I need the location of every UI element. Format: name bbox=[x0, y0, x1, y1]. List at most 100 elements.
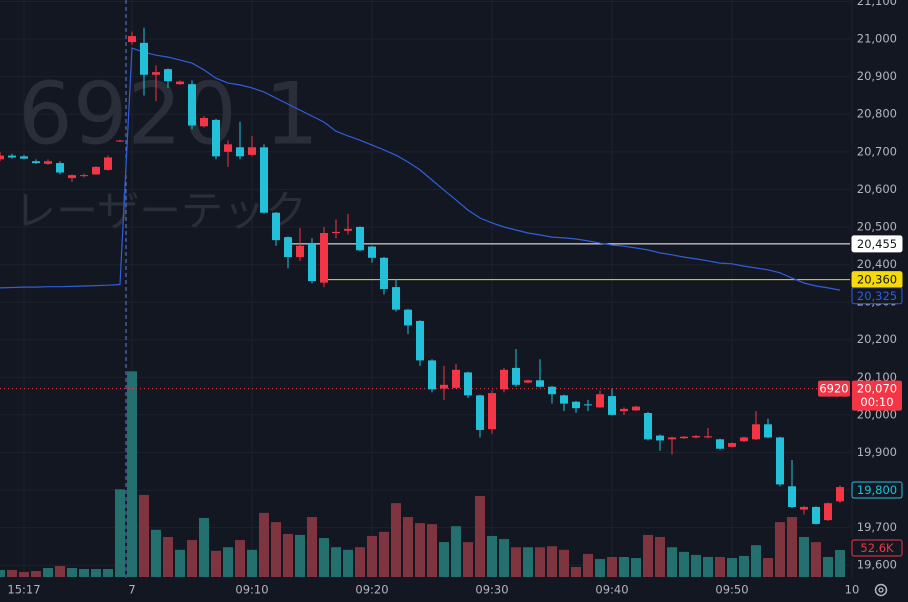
reference-symbol-box bbox=[818, 380, 850, 397]
volume-bar bbox=[595, 559, 605, 577]
candle-body bbox=[284, 237, 292, 258]
y-tick-label: 20,200 bbox=[857, 332, 897, 346]
candle-body bbox=[536, 380, 544, 387]
volume-bar bbox=[619, 556, 629, 577]
volume-bar bbox=[631, 558, 641, 577]
hline-label: 20,360 bbox=[857, 273, 897, 287]
y-tick-label: 20,100 bbox=[857, 370, 897, 384]
volume-bar bbox=[427, 524, 437, 577]
candle-body bbox=[704, 436, 712, 438]
volume-bar bbox=[643, 534, 653, 577]
candle-body bbox=[668, 437, 676, 440]
settings-icon[interactable] bbox=[874, 583, 888, 597]
volume-bar bbox=[319, 538, 329, 577]
price-axis: 19,600 19,700 19,800 19,900 20,000 20,100 20,2… bbox=[818, 0, 903, 572]
y-tick-label: 20,800 bbox=[857, 107, 897, 121]
volume-bar bbox=[211, 550, 221, 577]
y-tick-label: 19,700 bbox=[857, 520, 897, 534]
volume-bar bbox=[139, 494, 149, 577]
candle-body bbox=[764, 424, 772, 438]
candle-body bbox=[596, 394, 604, 408]
candle-body bbox=[56, 163, 64, 173]
volume-bar bbox=[19, 571, 29, 577]
plot bbox=[0, 27, 850, 577]
candle-body bbox=[260, 147, 268, 213]
candle-body bbox=[716, 439, 724, 449]
volume-bar bbox=[379, 531, 389, 577]
volume-bar bbox=[151, 529, 161, 577]
candle-body bbox=[104, 157, 112, 170]
last-price-label: 19,800 bbox=[857, 483, 897, 497]
candle-body bbox=[368, 246, 376, 258]
volume-bar bbox=[499, 539, 509, 577]
volume-bar bbox=[355, 547, 365, 577]
volume-bar bbox=[31, 570, 41, 577]
volume-bar bbox=[799, 536, 809, 577]
volume-bar bbox=[403, 516, 413, 577]
candle-body bbox=[500, 369, 508, 390]
x-tick-label: 7 bbox=[128, 583, 135, 597]
y-tick-label: 20,600 bbox=[857, 182, 897, 196]
candle-body bbox=[32, 161, 40, 164]
candle-body bbox=[392, 287, 400, 310]
volume-bar bbox=[835, 550, 845, 577]
volume-bar bbox=[163, 536, 173, 577]
candle-body bbox=[740, 437, 748, 442]
ma-label: 20,325 bbox=[857, 289, 897, 303]
volume-bar bbox=[295, 534, 305, 577]
volume-bar bbox=[691, 554, 701, 577]
x-tick-label: 09:10 bbox=[235, 583, 268, 597]
volume-bar bbox=[787, 516, 797, 577]
candle-body bbox=[824, 503, 832, 521]
candle-body bbox=[212, 119, 220, 157]
candle-body bbox=[428, 360, 436, 390]
candle-body bbox=[692, 435, 700, 438]
candle-body bbox=[224, 144, 232, 152]
y-tick-label: 20,000 bbox=[857, 407, 897, 421]
volume-bar bbox=[775, 522, 785, 577]
volume-bar bbox=[487, 535, 497, 577]
volume-bar bbox=[247, 549, 257, 577]
candle-body bbox=[248, 147, 256, 155]
watermark-name: レーザーテック bbox=[14, 187, 307, 236]
candle-body bbox=[812, 506, 820, 524]
hline-label: 20,455 bbox=[857, 237, 897, 251]
x-tick-label: 15:17 bbox=[7, 583, 40, 597]
volume-bar bbox=[703, 556, 713, 577]
volume-bar bbox=[259, 512, 269, 577]
candle-body bbox=[320, 233, 328, 283]
x-tick-label: 09:20 bbox=[355, 583, 388, 597]
candle-body bbox=[80, 175, 88, 177]
candle-body bbox=[308, 243, 316, 282]
candle-body bbox=[464, 372, 472, 396]
volume-bar bbox=[0, 569, 5, 577]
candle-body bbox=[128, 36, 136, 43]
volume-bar bbox=[175, 549, 185, 577]
candle-body bbox=[452, 369, 460, 388]
candle-body bbox=[776, 437, 784, 485]
volume-bar bbox=[607, 556, 617, 577]
volume-bar bbox=[535, 547, 545, 577]
candle-body bbox=[296, 245, 304, 258]
volume-bar bbox=[91, 568, 101, 577]
candle-body bbox=[68, 175, 76, 179]
countdown: 00:10 bbox=[860, 395, 893, 409]
candle-body bbox=[440, 384, 448, 389]
x-tick-label: 09:40 bbox=[595, 583, 628, 597]
candle-body bbox=[752, 424, 760, 440]
candle-body bbox=[572, 401, 580, 409]
y-tick-label: 20,400 bbox=[857, 257, 897, 271]
candle-body bbox=[380, 257, 388, 289]
candle-body bbox=[176, 81, 184, 85]
volume-bar bbox=[679, 551, 689, 577]
reference-symbol: 6920 bbox=[819, 382, 848, 396]
candle-body bbox=[164, 69, 172, 82]
candle-body bbox=[476, 395, 484, 430]
volume-bar bbox=[559, 549, 569, 577]
candle-body bbox=[44, 161, 52, 164]
volume-bar bbox=[667, 547, 677, 577]
x-tick-label: 10 bbox=[845, 583, 860, 597]
candle-body bbox=[344, 228, 352, 231]
volume-bar bbox=[115, 489, 125, 577]
